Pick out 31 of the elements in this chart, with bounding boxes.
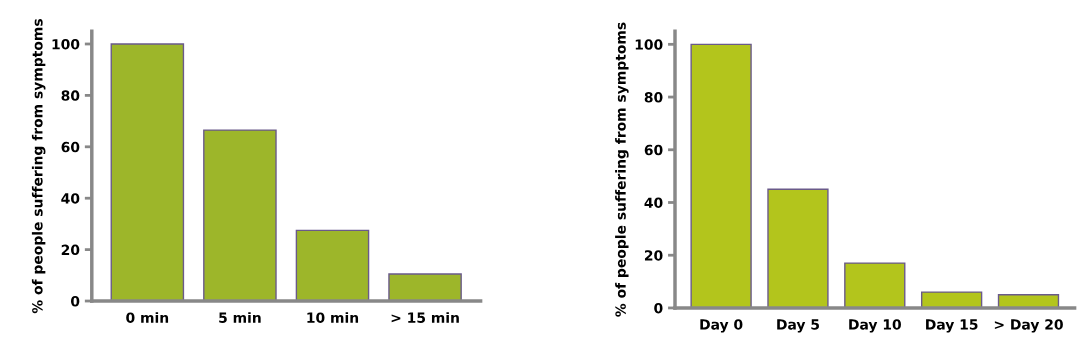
x-tick-label: 10 min	[307, 312, 359, 323]
bar	[110, 43, 185, 302]
x-tick-label: > Day 20	[994, 319, 1063, 333]
y-tick-label: 60	[61, 141, 80, 153]
y-axis-title: % of people suffering from symptoms	[615, 22, 629, 317]
bar	[767, 188, 829, 308]
y-tick-label: 60	[644, 144, 663, 156]
y-tick-label: 100	[52, 38, 80, 50]
y-tick-label: 40	[644, 197, 663, 208]
y-tick-label: 0	[654, 302, 663, 314]
y-tick-label: 20	[644, 250, 663, 261]
bar	[844, 262, 906, 308]
bar	[690, 43, 752, 308]
y-tick-label: 40	[61, 193, 80, 204]
bar	[388, 273, 462, 302]
x-tick-label: 5 min	[219, 312, 261, 323]
y-tick-label: 20	[61, 244, 80, 256]
bar	[295, 229, 370, 302]
y-axis-title: % of people suffering from symptoms	[31, 19, 46, 314]
y-tick-label: 100	[635, 39, 663, 50]
bar	[920, 291, 983, 308]
x-tick-label: Day 0	[700, 319, 743, 333]
x-tick-label: > 15 min	[391, 312, 459, 323]
x-tick-label: Day 15	[926, 319, 978, 333]
y-tick-label: 0	[70, 295, 80, 307]
y-tick-label: 80	[61, 90, 80, 101]
x-tick-label: 0 min	[126, 312, 169, 323]
x-tick-label: Day 5	[777, 319, 819, 333]
bar	[203, 129, 277, 302]
x-tick-label: Day 10	[849, 319, 901, 333]
y-tick-label: 80	[644, 92, 663, 103]
